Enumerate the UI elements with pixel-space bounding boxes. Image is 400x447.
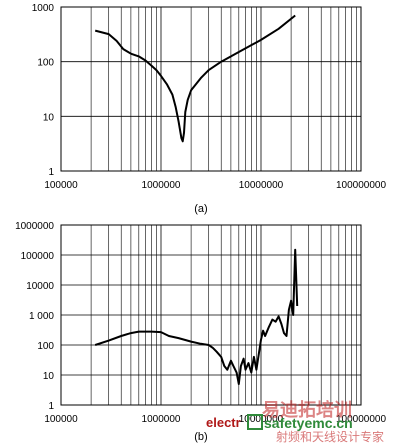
y-tick-labels-b: 1 10 100 1 000 10000 100000 1000000 [15,221,54,412]
series-line-b [94,248,299,385]
x-tick-labels-a: 100000 1000000 10000000 100000000 [44,180,386,191]
y-tick-label: 1 000 [29,311,54,322]
y-tick-label: 100000 [21,251,55,262]
y-tick-labels-a: 1 10 100 1000 [32,3,55,178]
x-tick-label: 100000 [44,414,78,425]
chart-a: 1 10 100 1000 100000 1000000 10000000 10000000… [32,3,387,215]
watermark-cn-sub: 射频和天线设计专家 [276,429,384,444]
y-tick-label: 1 [48,401,54,412]
watermark-red: electr [206,415,241,430]
y-tick-label: 10000 [26,281,54,292]
watermark: 易迪拓培训 electr safetyemc.cn 射频和天线设计专家 [206,399,384,444]
watermark-green: safetyemc.cn [264,415,353,431]
x-tick-label: 100000000 [336,180,386,191]
y-tick-label: 1 [48,167,54,178]
plot-area-a [60,6,362,172]
caption-b: (b) [194,431,207,443]
x-tick-label: 100000000 [336,414,386,425]
caption-a: (a) [194,203,207,215]
chart-b: 1 10 100 1 000 10000 100000 1000000 100000 1000… [15,221,386,443]
y-tick-label: 10 [43,371,55,382]
x-tick-label: 10000000 [239,180,284,191]
x-tick-label: 1000000 [142,414,181,425]
y-tick-label: 1000 [32,3,55,14]
watermark-cn: 易迪拓培训 [262,399,352,420]
x-tick-label: 1000000 [142,180,181,191]
grid-a [60,6,361,172]
series-line-a [94,14,296,143]
y-tick-label: 1000000 [15,221,54,232]
watermark-logo-icon [247,414,263,430]
y-tick-label: 100 [37,58,54,69]
grid-b [60,224,361,406]
y-tick-label: 10 [43,112,55,123]
x-tick-label: 100000 [44,180,78,191]
y-tick-label: 100 [37,341,54,352]
